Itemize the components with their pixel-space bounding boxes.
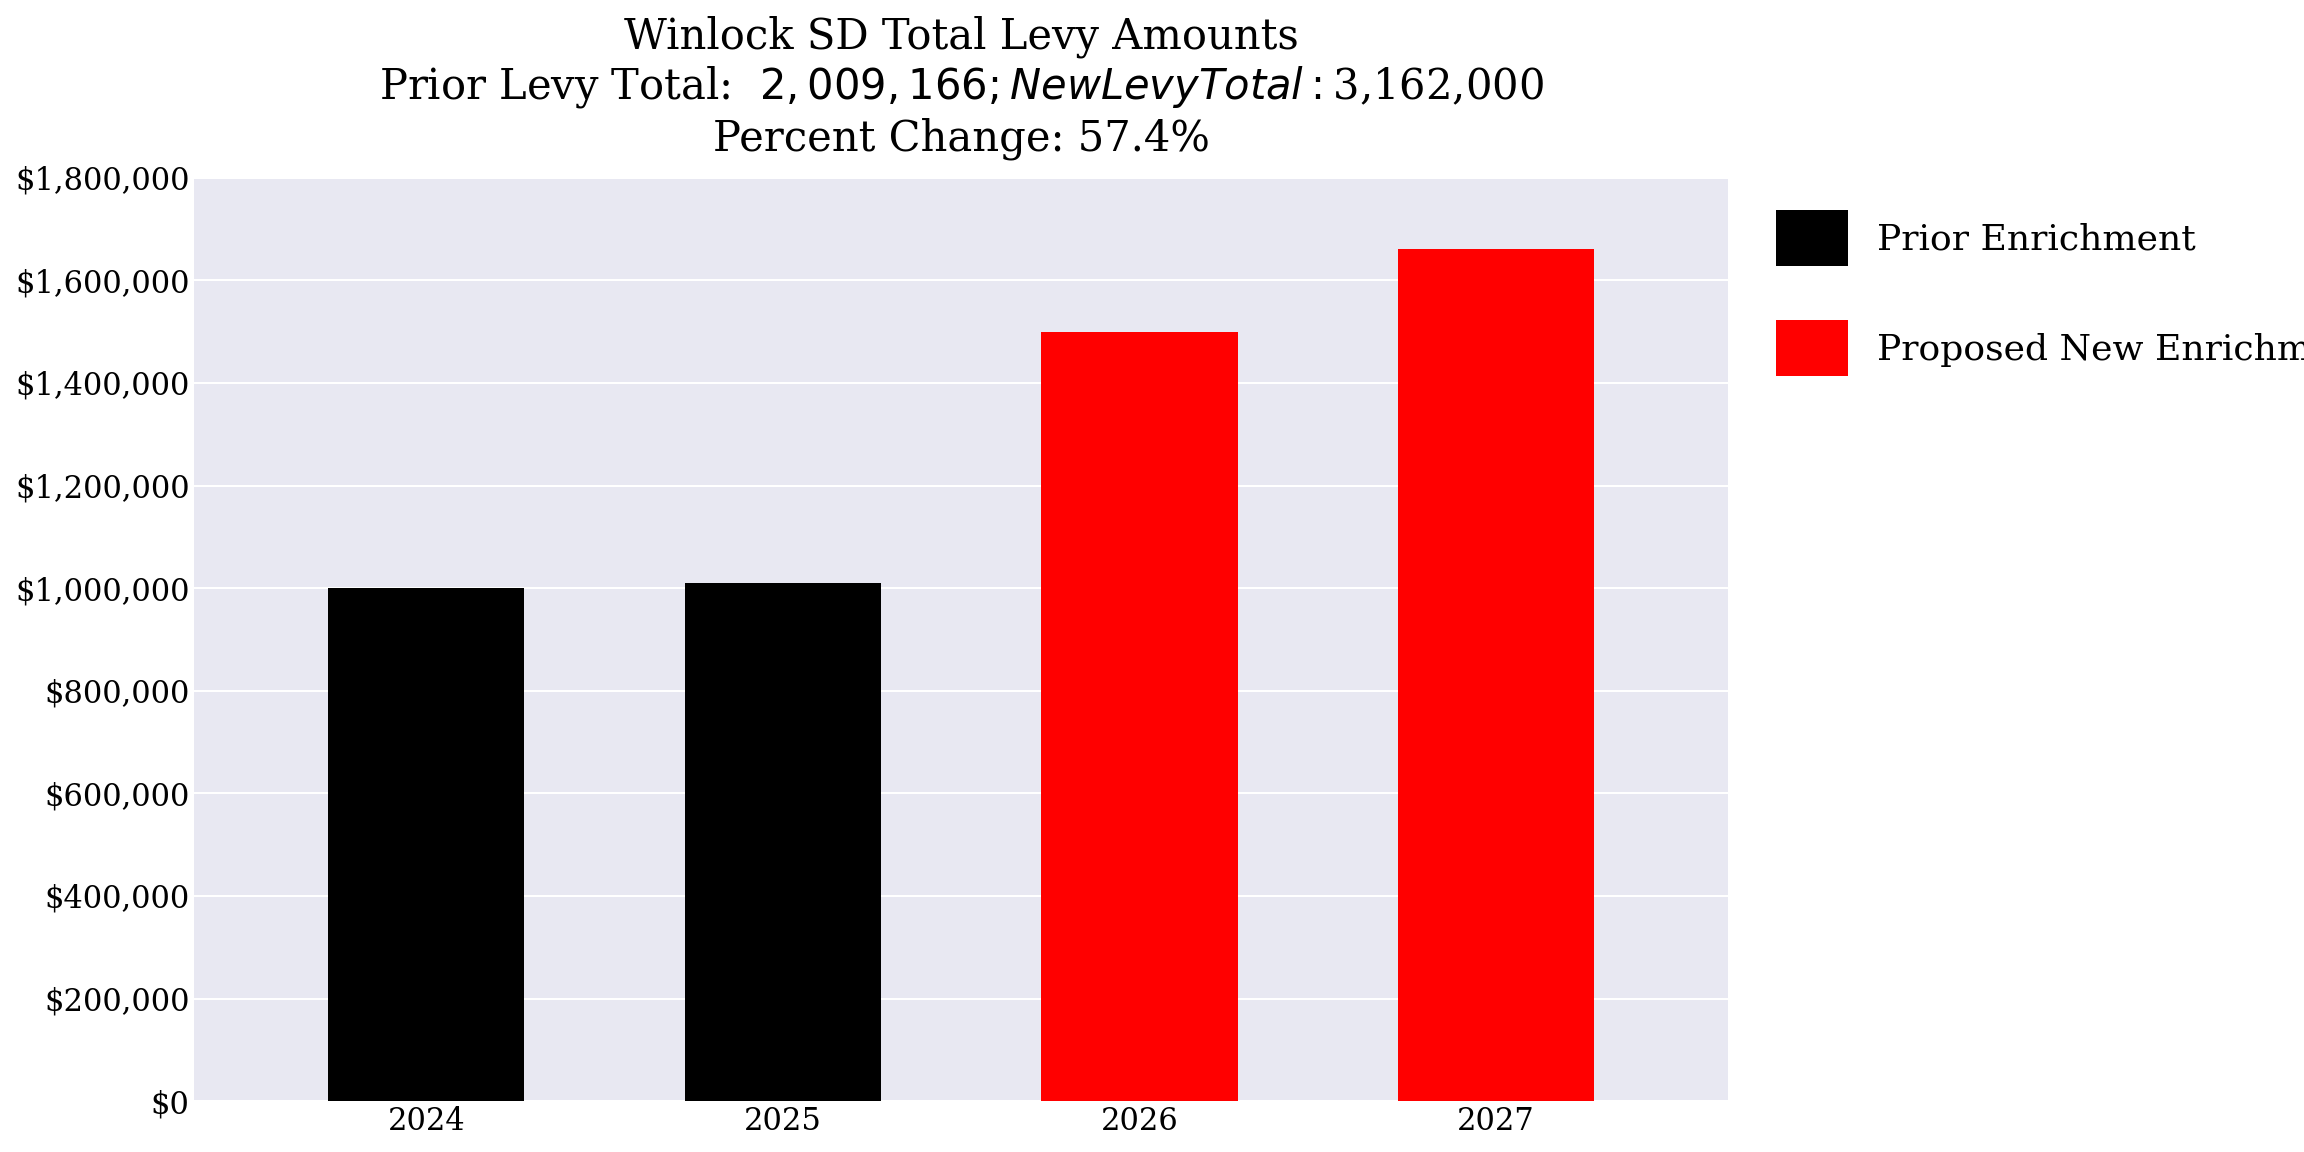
Bar: [1399, 249, 1594, 1101]
Legend: Prior Enrichment, Proposed New Enrichment: Prior Enrichment, Proposed New Enrichmen…: [1760, 196, 2304, 391]
Bar: [1041, 332, 1237, 1101]
Title: Winlock SD Total Levy Amounts
Prior Levy Total:  $2,009,166; New Levy Total: $3,: Winlock SD Total Levy Amounts Prior Levy…: [378, 15, 1544, 159]
Bar: [684, 583, 880, 1101]
Bar: [327, 589, 525, 1101]
